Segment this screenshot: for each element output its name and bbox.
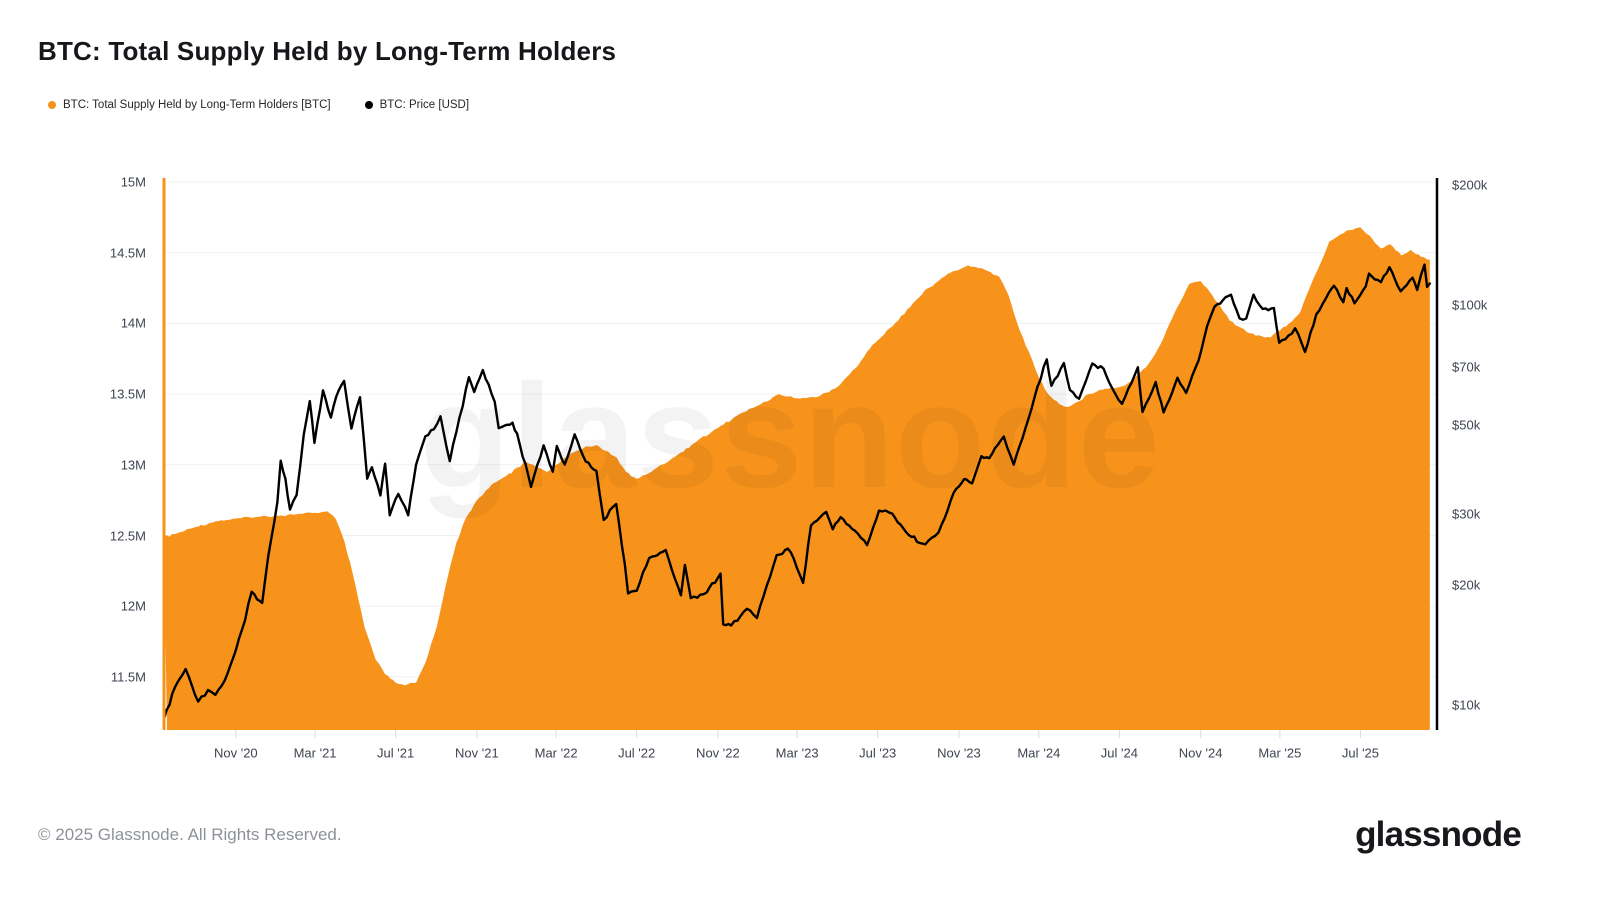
y-axis-label-left: 15M [120,174,146,190]
x-axis-label: Mar '23 [775,745,819,761]
legend-item-supply[interactable]: BTC: Total Supply Held by Long-Term Hold… [48,99,331,111]
supply-legend-dot-icon [48,101,56,109]
chart-legend: BTC: Total Supply Held by Long-Term Hold… [48,99,469,111]
x-axis-label: Nov '22 [696,745,740,761]
y-axis-label-right: $70k [1452,359,1481,375]
legend-label-price: BTC: Price [USD] [379,99,470,111]
y-axis-label-left: 11.5M [110,669,146,685]
y-axis-label-left: 12.5M [109,528,146,543]
x-axis-label: Mar '24 [1017,745,1061,761]
y-axis-label-left: 13.5M [109,386,146,402]
y-axis-label-right: $50k [1452,417,1481,433]
x-axis-label: Nov '24 [1178,745,1223,761]
x-axis-label: Mar '22 [534,745,578,761]
copyright-text: © 2025 Glassnode. All Rights Reserved. [38,825,342,844]
x-axis-label: Nov '21 [455,745,499,761]
x-axis-label: Jul '22 [618,745,656,761]
x-axis-label: Nov '23 [937,745,981,761]
x-axis-label: Jul '24 [1100,745,1138,761]
glassnode-logo[interactable]: glassnode [1355,815,1522,854]
y-axis-label-left: 12M [120,598,146,614]
y-axis-label-left: 14.5M [109,245,146,261]
x-axis-label: Mar '21 [293,745,337,761]
y-axis-label-right: $10k [1452,697,1481,713]
y-axis-label-left: 13M [120,457,146,473]
legend-item-price[interactable]: BTC: Price [USD] [364,99,470,111]
y-axis-label-right: $30k [1452,506,1481,522]
y-axis-label-right: $200k [1452,177,1488,193]
y-axis-label-right: $20k [1452,577,1481,593]
page-title: BTC: Total Supply Held by Long-Term Hold… [38,36,617,66]
y-axis-label-right: $100k [1452,297,1488,313]
supply-area-series [164,227,1430,730]
price-line-series [164,263,1431,721]
x-axis-label: Jul '25 [1341,745,1380,761]
legend-label-supply: BTC: Total Supply Held by Long-Term Hold… [63,99,331,111]
x-axis-label: Mar '25 [1258,745,1302,761]
y-axis-label-left: 14M [120,315,146,331]
x-axis-label: Nov '20 [213,745,258,761]
x-axis-label: Jul '23 [859,745,897,761]
x-axis-label: Jul '21 [377,745,415,761]
price-legend-dot-icon [364,101,373,109]
